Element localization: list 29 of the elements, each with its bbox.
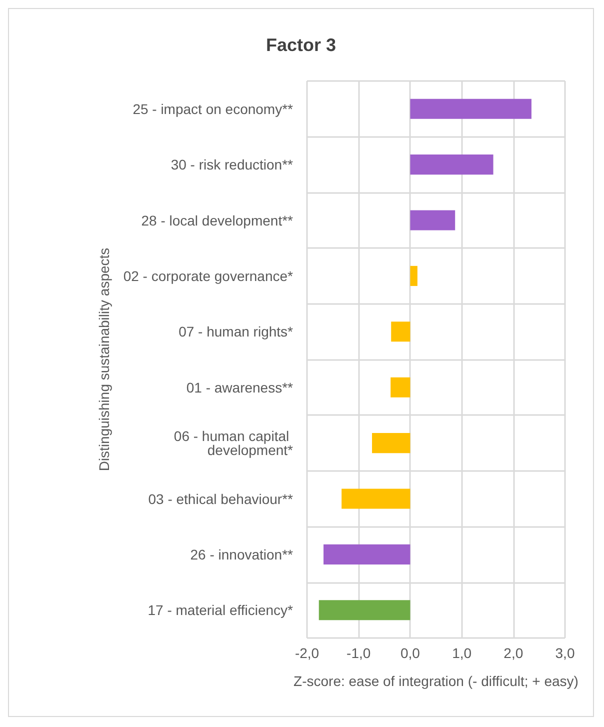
y-axis-title: Distinguishing sustainability aspects: [96, 248, 112, 472]
y-tick-label: 28 - local development**: [141, 212, 294, 228]
x-tick-label: -1,0: [346, 645, 371, 661]
y-tick-label: 03 - ethical behaviour**: [148, 490, 294, 507]
x-tick-label: 0,0: [400, 645, 420, 661]
bar: [410, 210, 456, 230]
y-tick-label: 01 - awareness**: [186, 379, 294, 396]
y-tick-label: 30 - risk reduction**: [170, 156, 294, 173]
bar: [372, 433, 410, 454]
y-tick-label: 25 - impact on economy**: [132, 100, 294, 117]
bar: [324, 544, 410, 564]
bar: [410, 98, 532, 119]
bar: [410, 266, 418, 286]
x-tick-label: 1,0: [452, 645, 472, 661]
y-tick-label: 06 - human capital development*: [174, 428, 294, 458]
x-tick-label: -2,0: [294, 645, 320, 661]
bar: [410, 154, 494, 175]
bar: [342, 488, 410, 509]
y-tick-label: 17 - material efficiency*: [148, 602, 294, 618]
chart-title: Factor 3: [266, 35, 336, 55]
y-tick-label: 02 - corporate governance*: [123, 268, 294, 284]
bar: [318, 600, 410, 620]
x-tick-label: 2,0: [504, 645, 524, 661]
x-tick-label: 3,0: [555, 645, 575, 661]
bar: [390, 377, 410, 398]
x-axis-title: Z-score: ease of integration (- difficult; + easy): [294, 673, 578, 689]
y-tick-label: 26 - innovation**: [190, 546, 294, 562]
y-tick-label: 07 - human rights*: [178, 324, 294, 340]
bar: [391, 322, 410, 342]
